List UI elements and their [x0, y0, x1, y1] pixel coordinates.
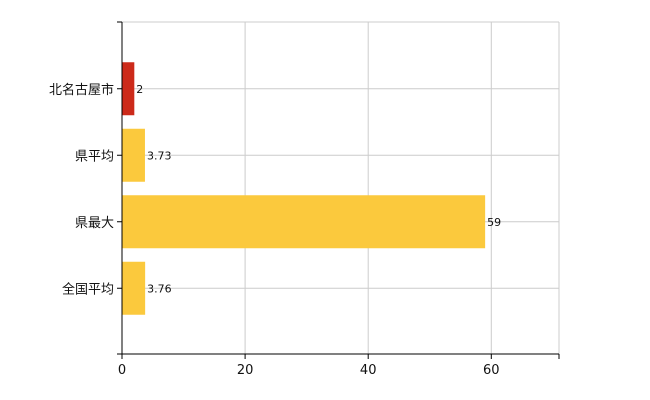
x-tick-label: 20 [237, 363, 254, 378]
category-label: 県平均 [75, 149, 114, 164]
data-label: 3.73 [147, 149, 172, 162]
category-label: 県最大 [75, 216, 114, 231]
bar [122, 261, 146, 315]
bar [122, 195, 486, 249]
bar [122, 62, 135, 116]
x-tick-label: 0 [118, 363, 126, 378]
category-label: 北名古屋市 [49, 82, 114, 98]
data-label: 3.76 [147, 282, 172, 295]
data-label: 2 [136, 83, 143, 96]
category-label: 全国平均 [62, 281, 114, 297]
x-tick-label: 40 [360, 363, 377, 378]
x-tick-label: 60 [483, 363, 500, 378]
bar [122, 128, 145, 182]
data-label: 59 [487, 216, 501, 229]
